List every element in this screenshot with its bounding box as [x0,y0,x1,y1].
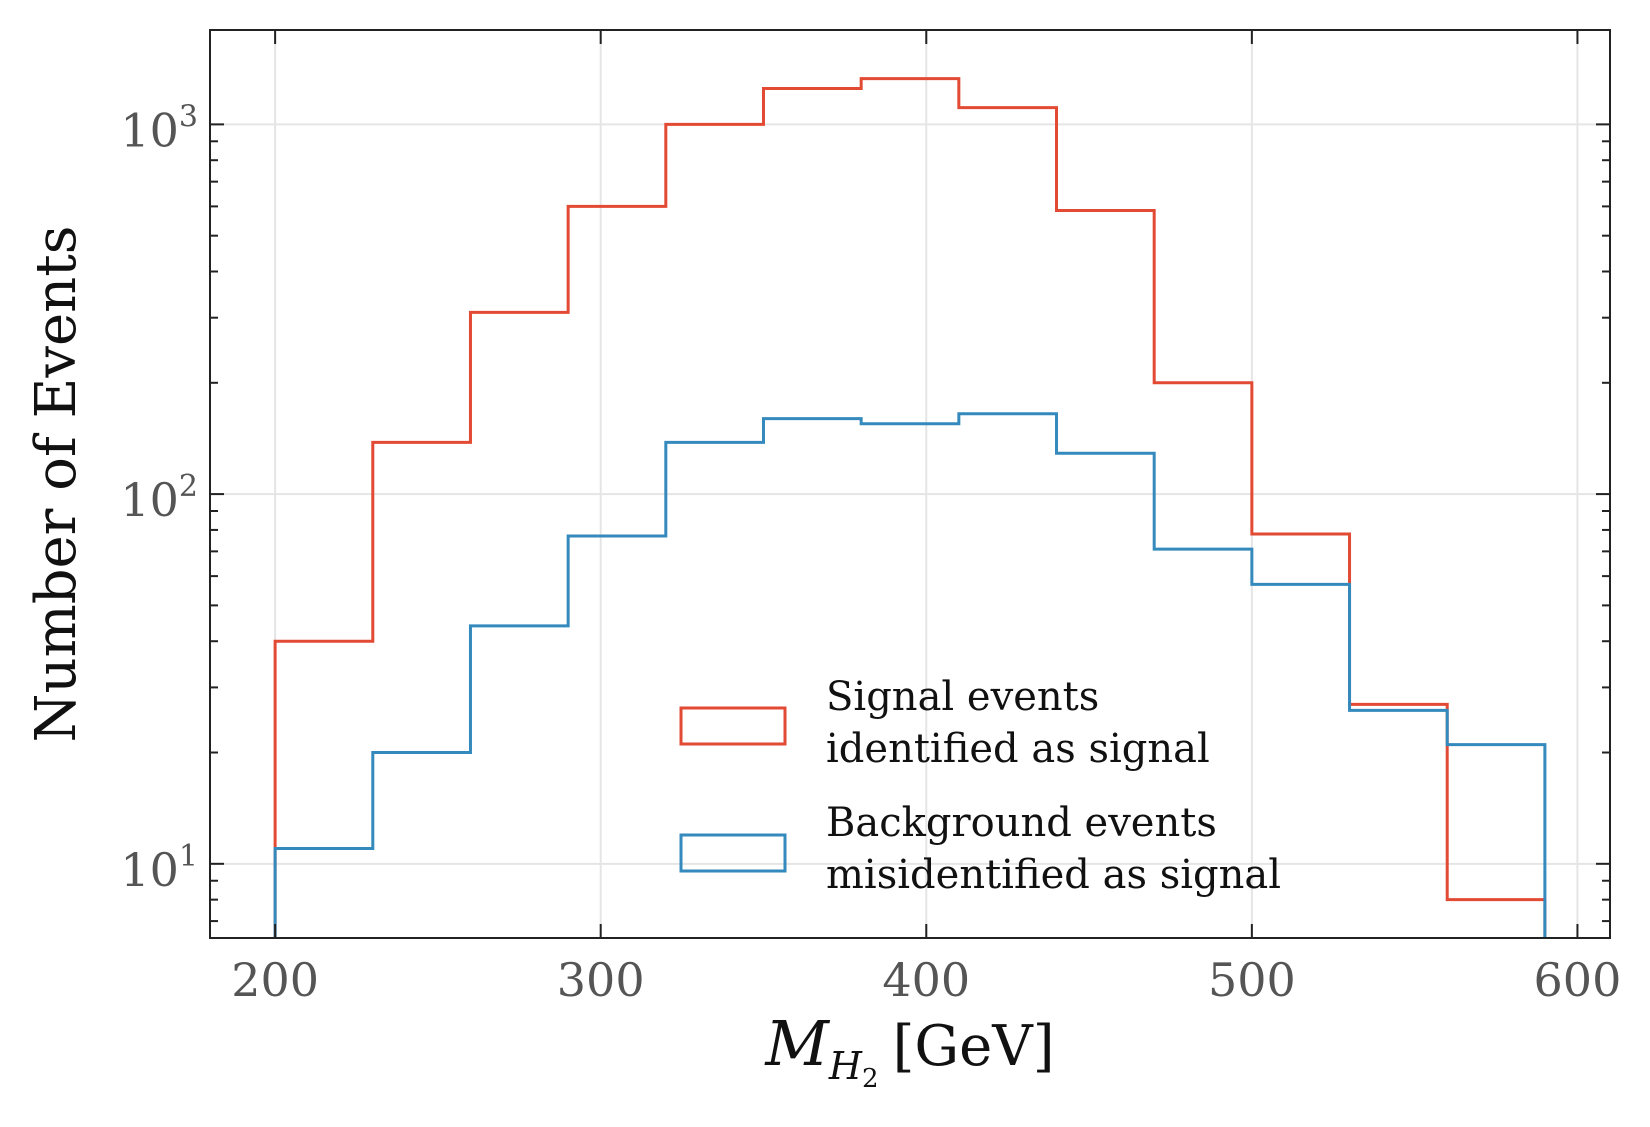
x-tick-label: 600 [1534,953,1622,1007]
y-tick-exponent: 2 [179,469,198,504]
x-tick-label: 300 [557,953,645,1007]
y-tick-base: 10 [120,103,179,157]
axis-ticks [210,30,1610,938]
legend-label-background-line2: misidentified as signal [826,852,1281,898]
x-tick-label: 500 [1208,953,1296,1007]
plot-frame [209,29,1611,939]
y-tick-base: 10 [120,843,179,897]
y-tick-exponent: 3 [179,99,198,134]
x-axis-unit: [GeV] [893,1014,1055,1079]
legend-label-signal-line1: Signal events [826,674,1099,720]
x-tick-labels: 200 300 400 500 600 [231,953,1621,1007]
y-tick-label: 102 [120,469,198,527]
y-tick-base: 10 [120,473,179,527]
x-tick-label: 400 [882,953,970,1007]
y-tick-exponent: 1 [179,839,198,874]
legend-label-signal-line2: identified as signal [826,726,1210,772]
x-tick-label: 200 [231,953,319,1007]
y-tick-label: 101 [120,839,198,897]
series-background-outline [273,412,1547,938]
legend: Signal events identified as signal Backg… [679,674,1281,898]
legend-swatch-background [679,833,787,873]
y-axis-label: Number of Events [24,226,89,743]
x-axis-subscript: H [828,1044,863,1088]
grid-lines [210,30,1610,938]
legend-label-background-line1: Background events [826,800,1217,846]
legend-swatch-signal [679,706,787,746]
x-axis-label: MH2 [GeV] [764,1007,1054,1094]
y-tick-labels: 101 102 103 [120,99,198,896]
x-axis-symbol: M [764,1007,830,1080]
y-tick-label: 103 [120,99,198,157]
x-axis-subsubscript: 2 [862,1064,879,1094]
histogram-series [273,77,1547,938]
